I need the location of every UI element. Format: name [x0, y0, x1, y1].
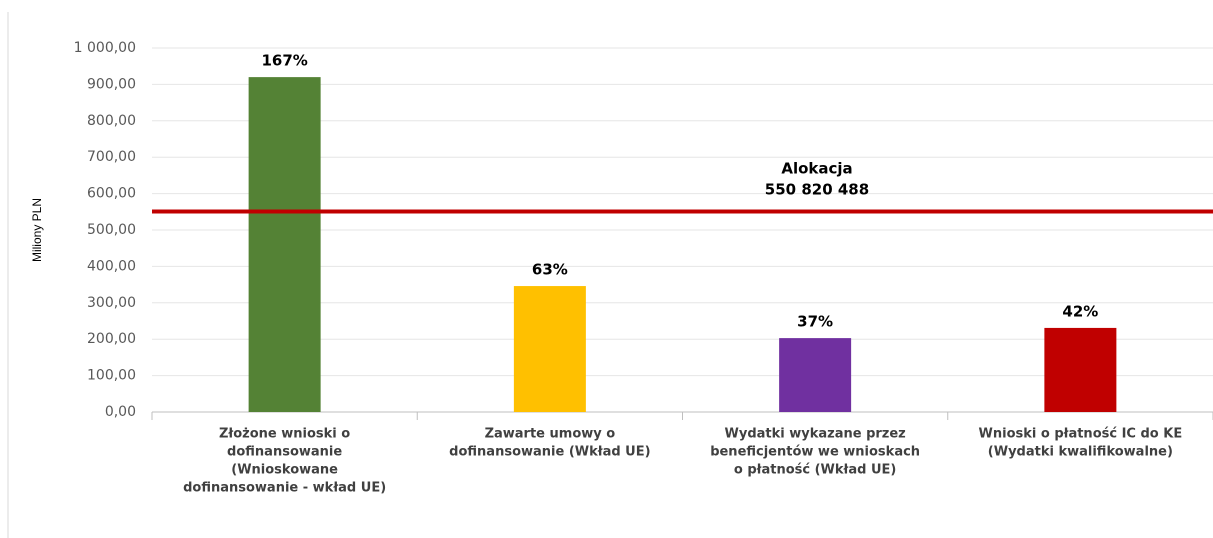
y-tick-label: 700,00 [87, 149, 136, 165]
y-axis-label: Miliony PLN [30, 198, 44, 262]
x-tick-label: dofinansowanie [227, 445, 342, 460]
bar [1044, 327, 1117, 412]
y-tick-label: 900,00 [87, 76, 136, 92]
y-tick-label: 800,00 [87, 113, 136, 129]
x-tick-label: (Wnioskowane [231, 463, 338, 478]
data-label: 37% [797, 313, 833, 331]
data-label: 63% [532, 261, 568, 279]
x-tick-label: Złożone wnioski o [219, 427, 350, 442]
y-tick-label: 0,00 [105, 404, 136, 420]
allocation-label: 550 820 488 [765, 181, 869, 199]
bar [779, 338, 852, 412]
data-label: 42% [1062, 302, 1098, 320]
x-tick-label: o płatność (Wkład UE) [734, 463, 896, 478]
y-tick-label: 100,00 [87, 368, 136, 384]
x-tick-label: beneficjentów we wnioskach [710, 445, 920, 460]
allocation-title: Alokacja [781, 160, 852, 178]
x-tick-label: (Wydatki kwalifikowalne) [988, 445, 1173, 460]
y-tick-label: 1 000,00 [74, 40, 136, 56]
x-tick-label: Wydatki wykazane przez [725, 427, 906, 442]
y-tick-label: 400,00 [87, 258, 136, 274]
y-tick-label: 600,00 [87, 186, 136, 202]
data-label: 167% [261, 52, 307, 70]
x-tick-label: dofinansowanie - wkład UE) [183, 481, 386, 496]
y-tick-label: 300,00 [87, 295, 136, 311]
bar [248, 77, 321, 413]
x-tick-label: dofinansowanie (Wkład UE) [449, 445, 650, 460]
y-tick-label: 500,00 [87, 222, 136, 238]
x-tick-label: Wnioski o płatność IC do KE [979, 427, 1183, 442]
y-tick-label: 200,00 [87, 331, 136, 347]
x-tick-label: Zawarte umowy o [485, 427, 616, 442]
bar [513, 286, 586, 412]
